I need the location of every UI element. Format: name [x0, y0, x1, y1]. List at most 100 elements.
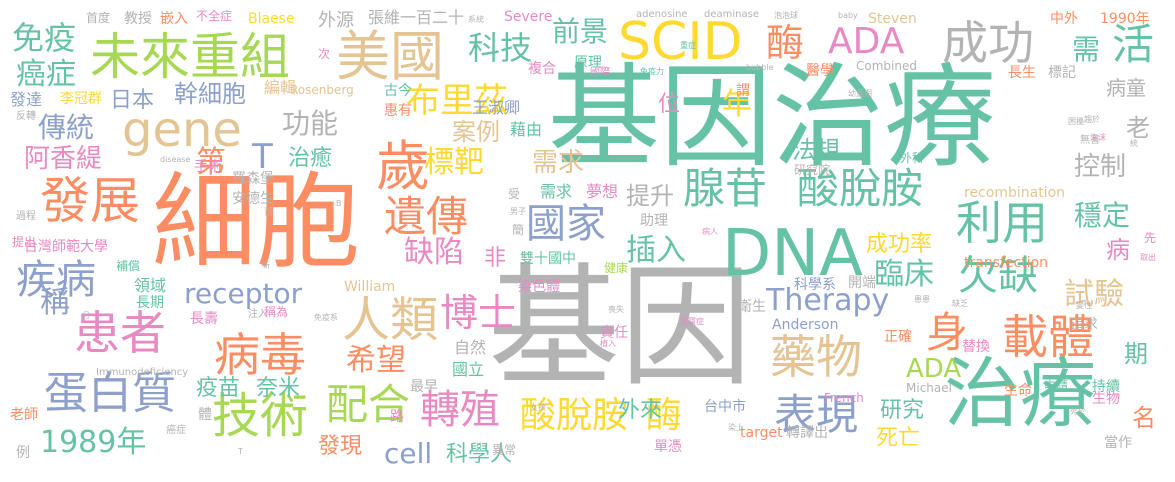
word: 長壽 — [190, 311, 218, 327]
word: 手術 — [194, 159, 222, 175]
word: 希望 — [346, 343, 406, 378]
word: 名 — [1132, 404, 1156, 432]
word: 癌症 — [166, 425, 186, 436]
word: 標記 — [1048, 65, 1076, 81]
word: 歲 — [376, 135, 430, 198]
word: 表現 — [774, 390, 859, 439]
word: 腺苷 — [683, 164, 768, 213]
word: 染色體 — [518, 279, 560, 295]
word: 酸脫胺 — [797, 164, 924, 213]
word: target — [740, 425, 783, 441]
word: 疫苗 — [196, 376, 241, 401]
word: cell — [384, 437, 433, 470]
word: 原理 — [574, 55, 602, 71]
word: 首 — [264, 207, 274, 218]
word: 國際 — [590, 67, 610, 78]
word: 臨床 — [874, 257, 934, 292]
word: 寶寶症 — [680, 317, 704, 326]
word: 幹細胞 — [174, 80, 246, 108]
word: 夢想 — [586, 182, 619, 201]
word: receptor — [184, 277, 303, 310]
word: 試驗 — [1064, 277, 1124, 312]
word: Rosenberg — [290, 83, 354, 97]
word: ADA — [906, 354, 962, 384]
word: 提出 — [12, 235, 37, 249]
word: 單憑 — [654, 439, 682, 455]
word: 泡沫 — [1090, 133, 1106, 142]
word: 古今 — [384, 83, 412, 99]
word: 國家 — [526, 201, 606, 247]
word: 簡 — [512, 223, 525, 237]
word: 1990年 — [1100, 11, 1150, 27]
word: 取出 — [1140, 253, 1156, 262]
word: 病毒 — [214, 328, 306, 382]
word: 配合 — [326, 380, 411, 429]
word: Blaese — [248, 11, 295, 27]
word: 謂 — [736, 83, 750, 99]
word: 老師 — [10, 407, 38, 423]
word: Immunodeficiency — [96, 367, 189, 378]
word: 補償 — [116, 259, 141, 273]
word: 教授 — [124, 11, 152, 27]
word: 編輯 — [264, 78, 297, 97]
word: ADA — [828, 21, 905, 62]
word: 科學系 — [794, 277, 836, 293]
word: Anderson — [772, 317, 839, 333]
word: 幼童期 — [848, 89, 872, 98]
word: 1989年 — [40, 425, 147, 460]
word: SCID — [618, 12, 743, 72]
word: 研究院 — [794, 163, 831, 177]
word: 羅森堡 — [232, 171, 274, 187]
word: 需 — [1072, 33, 1101, 66]
word: 病童 — [1106, 76, 1146, 100]
word: 生物 — [1092, 391, 1120, 407]
word: 年 — [722, 87, 752, 122]
word: 癌症 — [16, 57, 76, 92]
word: 博士 — [440, 291, 517, 335]
word: disease — [160, 155, 191, 164]
word: 助理 — [640, 213, 668, 229]
word: 領域 — [134, 276, 167, 295]
word: 外來 — [618, 398, 663, 423]
word: 病 — [1106, 236, 1130, 264]
word: 功能 — [282, 107, 339, 140]
word: 注入 — [248, 309, 268, 320]
word: 重症 — [680, 41, 696, 50]
word: B — [336, 199, 342, 208]
word: 期 — [1124, 340, 1148, 368]
word: 細胞 — [152, 161, 361, 283]
word: 追求 — [1070, 317, 1098, 333]
word: 申請 — [1044, 379, 1069, 393]
word: 責任 — [600, 325, 628, 341]
word: 路 — [390, 409, 404, 425]
word: 前景 — [552, 15, 609, 48]
word: 中外 — [1050, 11, 1078, 27]
word: 活 — [1112, 20, 1155, 69]
word: 當作 — [1104, 435, 1132, 451]
word: 需求 — [540, 182, 573, 201]
word: 控制 — [1074, 152, 1127, 182]
word: T — [252, 137, 273, 177]
word: 傳統 — [38, 111, 95, 144]
word: 統 — [1130, 139, 1138, 148]
word: 位 — [658, 92, 681, 117]
word: bubble — [746, 63, 774, 72]
word: 標靶 — [424, 145, 484, 180]
word: 衛生 — [738, 299, 766, 315]
word: 稱 — [40, 285, 70, 320]
word: 趨於 — [1084, 115, 1100, 124]
word: Severe — [504, 9, 553, 25]
word: 法規 — [792, 136, 840, 164]
word: 轉譯出 — [786, 425, 828, 441]
word: 身 — [926, 308, 969, 357]
word: 染上 — [728, 423, 744, 432]
word: 台中市 — [704, 399, 746, 415]
word: 嵌入 — [160, 11, 188, 27]
word: 雙十國中 — [520, 251, 576, 267]
word: 酶 — [766, 21, 805, 65]
word: 藥物 — [770, 330, 862, 384]
word: 酶 — [646, 395, 683, 436]
word: 科技 — [468, 29, 533, 67]
word: 蛋白質 — [44, 368, 176, 419]
